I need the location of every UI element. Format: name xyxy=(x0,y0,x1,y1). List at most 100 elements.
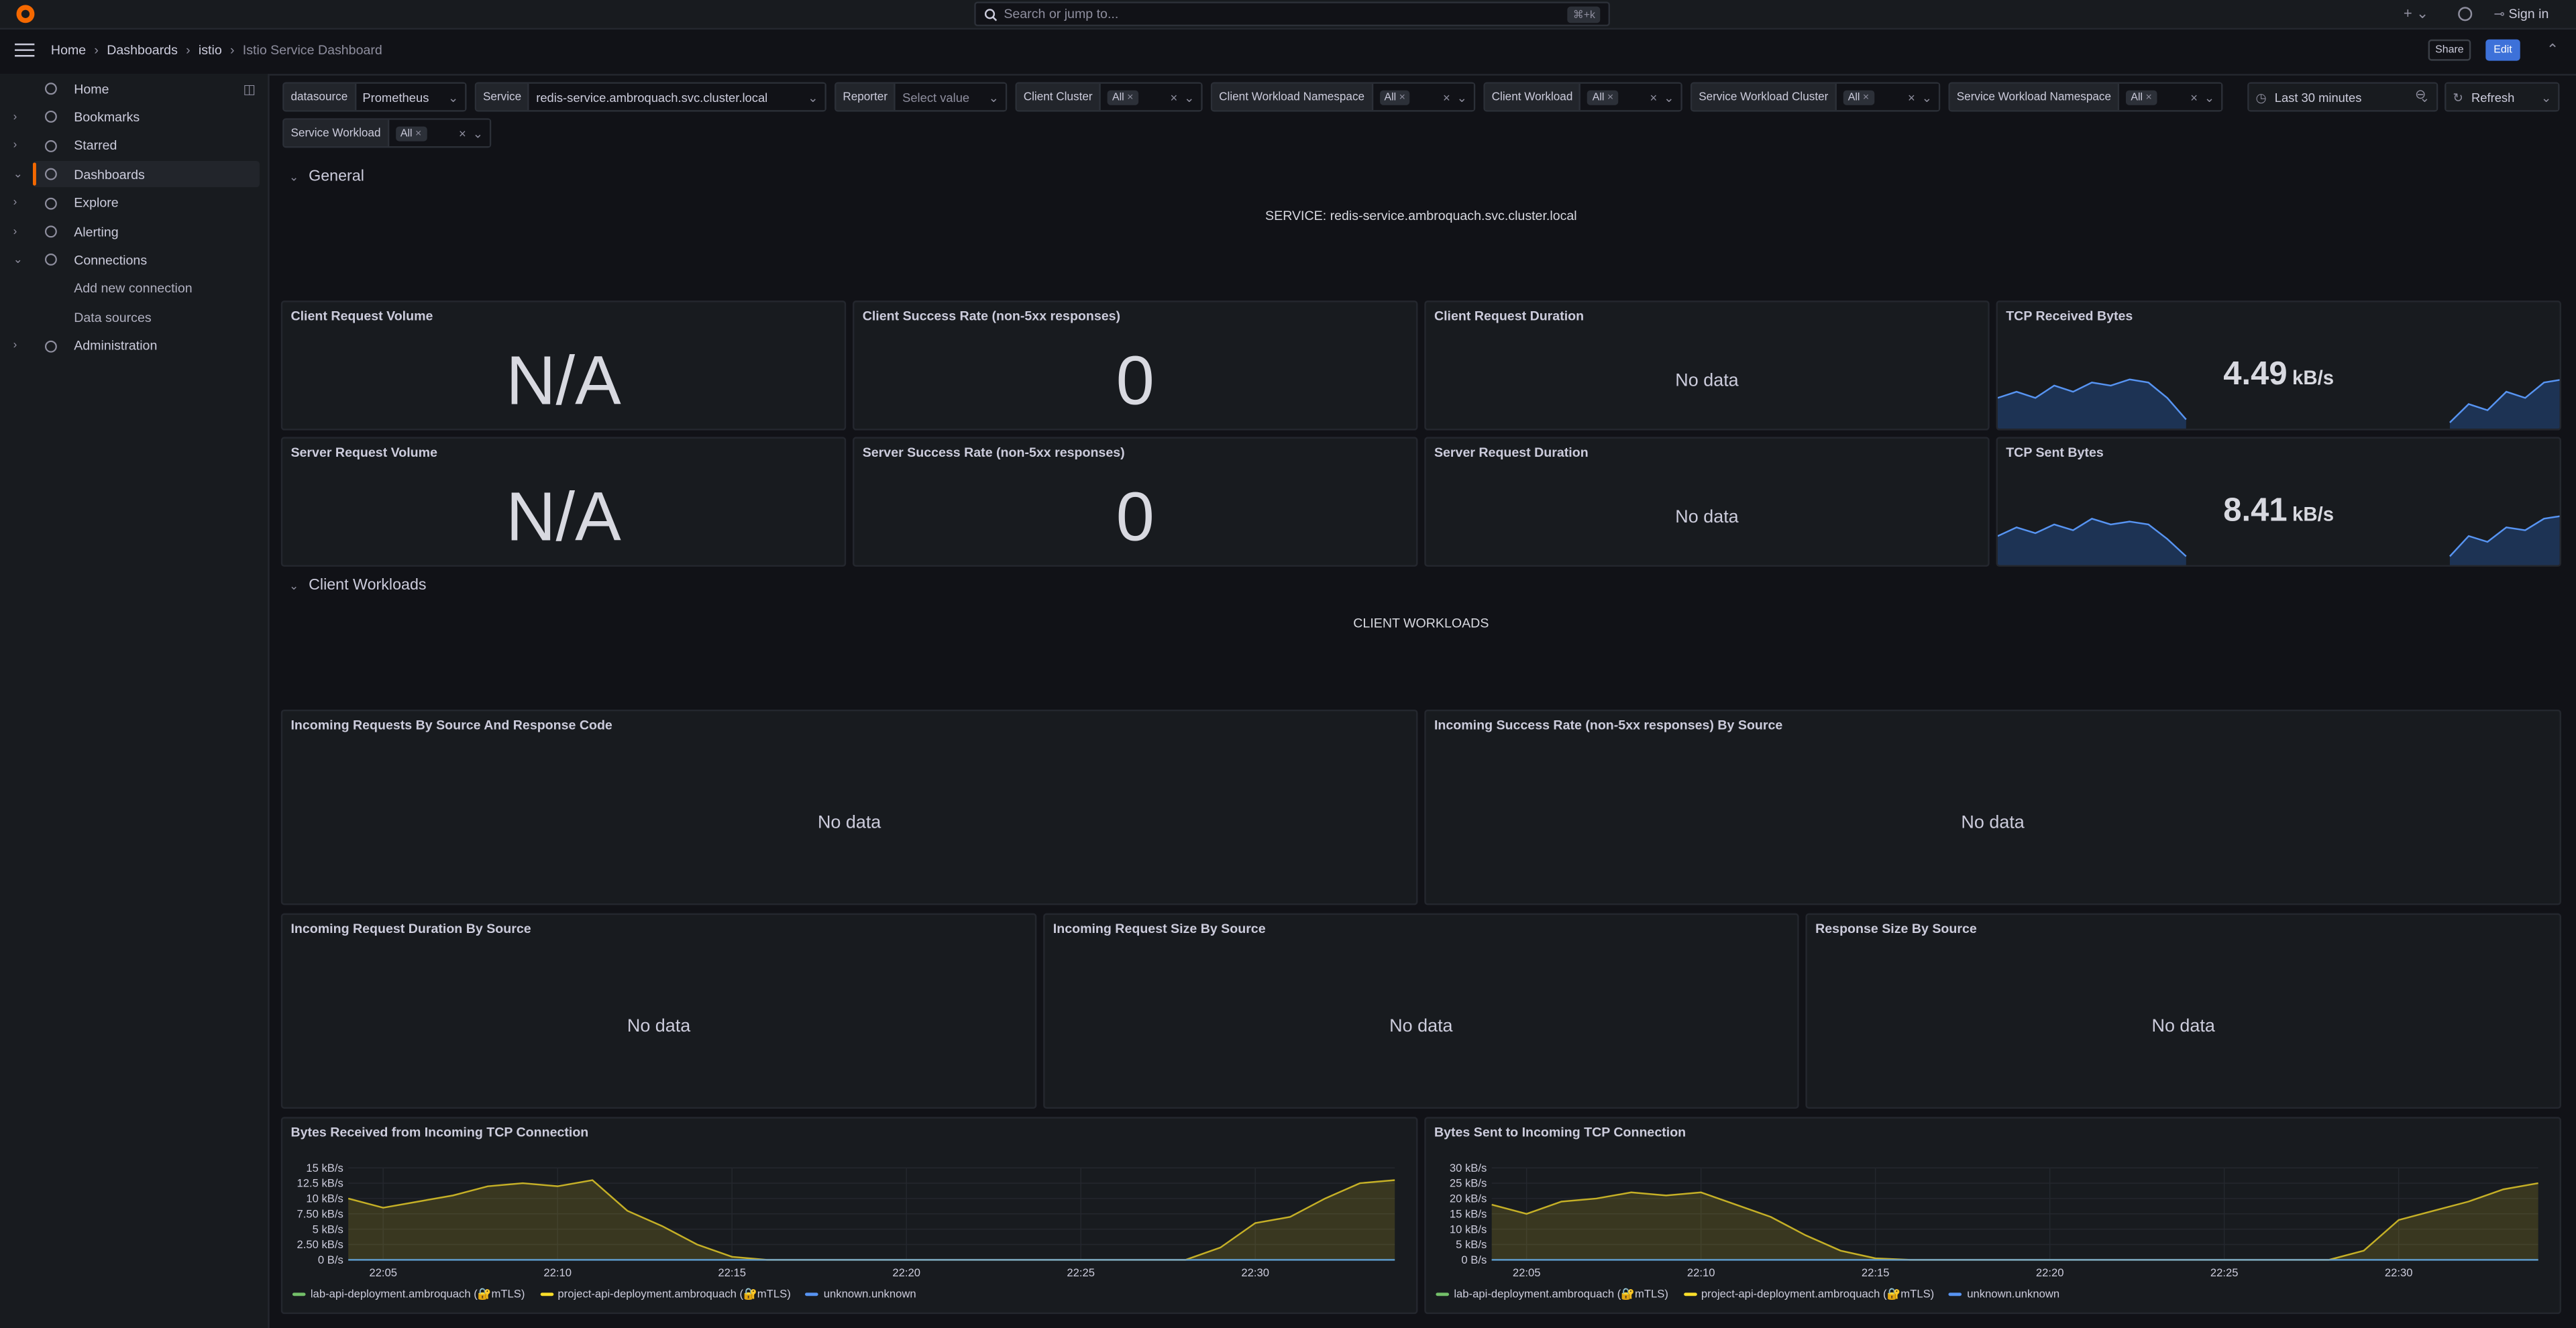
legend: lab-api-deployment.ambroquach (🔐mTLS) pro… xyxy=(292,1288,916,1301)
dock-menu[interactable]: ◫ xyxy=(243,81,256,97)
value-text: Prometheus xyxy=(362,89,429,105)
dropdown-caret: ⌄ xyxy=(1183,89,1195,105)
nav-item[interactable]: › Alerting xyxy=(0,219,268,245)
nav-item[interactable]: › Explore xyxy=(0,190,268,216)
text-panel: CLIENT WORKLOADS xyxy=(1353,616,1489,631)
legend-item[interactable]: unknown.unknown xyxy=(1949,1288,2059,1301)
clear[interactable]: × xyxy=(459,125,466,141)
variable[interactable]: Reporter Select value ⌄ xyxy=(835,82,1008,112)
grafana-logo[interactable] xyxy=(15,3,36,25)
panel-title: Incoming Request Duration By Source xyxy=(290,921,531,936)
share-button[interactable]: Share xyxy=(2428,39,2471,61)
variable[interactable]: Service Workload All × × ⌄ xyxy=(282,118,492,148)
nav-subitem[interactable]: Data sources xyxy=(0,305,268,331)
panel: Client Request Duration No data xyxy=(1424,300,1990,431)
variable[interactable]: Service redis-service.ambroquach.svc.clus… xyxy=(474,82,826,112)
value-chip: All × xyxy=(1843,89,1874,105)
menu-toggle[interactable] xyxy=(15,43,35,58)
x-tick-label: 22:25 xyxy=(1067,1266,1095,1279)
nav-expand: › xyxy=(13,225,17,237)
nav-item[interactable]: › Administration xyxy=(0,333,268,359)
breadcrumb-bar xyxy=(0,28,2576,76)
variable[interactable]: Client Workload All × × ⌄ xyxy=(1483,82,1682,112)
refresh-picker[interactable]: ↻ Refresh ⌄ xyxy=(2445,82,2560,112)
variable[interactable]: Client Cluster All × × ⌄ xyxy=(1015,82,1203,112)
variable-label: Client Cluster xyxy=(1016,83,1101,111)
panel-title: Incoming Request Size By Source xyxy=(1053,921,1266,936)
search-icon xyxy=(984,8,998,21)
legend-swatch xyxy=(1682,1292,1697,1296)
add-menu[interactable]: + ⌄ xyxy=(2403,5,2429,21)
nav-subitem[interactable]: Add new connection xyxy=(0,276,268,302)
variable-label: Reporter xyxy=(836,83,896,111)
panel-title: Client Request Volume xyxy=(290,309,433,324)
panel-title: Server Success Rate (non-5xx responses) xyxy=(862,445,1125,460)
legend-item[interactable]: lab-api-deployment.ambroquach (🔐mTLS) xyxy=(292,1288,525,1301)
panel-title: Bytes Sent to Incoming TCP Connection xyxy=(1434,1125,1686,1140)
nav-item[interactable]: ⌄ Dashboards xyxy=(13,161,260,188)
row-title: Client Workloads xyxy=(309,576,427,595)
nav-icon xyxy=(44,254,57,266)
legend-item[interactable]: project-api-deployment.ambroquach (🔐mTLS… xyxy=(1682,1288,1934,1301)
clear[interactable]: × xyxy=(1170,89,1178,105)
panel: Bytes Sent to Incoming TCP Connection 0 B… xyxy=(1424,1117,2561,1315)
breadcrumb[interactable]: Home xyxy=(50,42,87,58)
timeseries-chart: 0 B/s 5 kB/s 10 kB/s 15 kB/s 20 kB/s 25 kB/s 3… xyxy=(1450,1162,2538,1279)
legend-swatch xyxy=(292,1292,306,1296)
edit-button[interactable]: Edit xyxy=(2485,39,2520,61)
nav-item[interactable]: ⌄ Connections xyxy=(0,247,268,273)
nav-item[interactable]: › Bookmarks xyxy=(0,104,268,130)
sign-in[interactable]: ⊸ Sign in xyxy=(2493,6,2549,21)
variable[interactable]: Service Workload Namespace All × × ⌄ xyxy=(1948,82,2223,112)
y-tick-label: 30 kB/s xyxy=(1450,1162,1487,1174)
stat-value: 0 xyxy=(1116,478,1155,555)
clear[interactable]: × xyxy=(2190,89,2198,105)
x-tick-label: 22:20 xyxy=(892,1266,920,1279)
collapse-toggle[interactable]: ⌃ xyxy=(2546,41,2559,58)
y-tick-label: 7.50 kB/s xyxy=(297,1207,343,1220)
nav-item[interactable]: Home ◫ xyxy=(0,76,268,102)
nav-icon xyxy=(44,197,57,209)
clear[interactable]: × xyxy=(1442,89,1450,105)
variable[interactable]: Service Workload Cluster All × × ⌄ xyxy=(1690,82,1941,112)
nav-expand: › xyxy=(13,340,17,352)
chip-remove[interactable]: × xyxy=(412,127,422,139)
nav-expand: › xyxy=(13,140,17,152)
variable[interactable]: datasource Prometheus ⌄ xyxy=(282,82,467,112)
nav-icon-shape xyxy=(44,225,57,238)
x-tick-label: 22:30 xyxy=(2385,1266,2413,1279)
y-tick-label: 25 kB/s xyxy=(1450,1177,1487,1190)
panel: TCP Sent Bytes 8.41 kB/s xyxy=(1996,437,2561,567)
chip-text: All xyxy=(1847,91,1860,103)
time-picker[interactable]: ◷ Last 30 minutes ⌄ xyxy=(2247,82,2438,112)
legend-label: project-api-deployment.ambroquach (🔐mTLS… xyxy=(557,1289,791,1301)
chip-remove[interactable]: × xyxy=(1860,91,1870,103)
stat-value: N/A xyxy=(506,341,621,419)
variable[interactable]: Client Workload Namespace All × × ⌄ xyxy=(1210,82,1476,112)
help-icon[interactable] xyxy=(2458,7,2473,21)
breadcrumb[interactable]: Istio Service Dashboard xyxy=(242,42,382,58)
panel: Server Success Rate (non-5xx responses) 0 xyxy=(853,437,1418,567)
row-header[interactable]: ⌄ Client Workloads xyxy=(289,577,427,595)
chip-remove[interactable]: × xyxy=(1124,91,1134,103)
nav-icon xyxy=(44,140,57,152)
zoom-out[interactable]: ⊖ xyxy=(2415,87,2426,102)
clear[interactable]: × xyxy=(1908,89,1915,105)
row-header[interactable]: ⌄ General xyxy=(289,168,364,186)
nav-icon-shape xyxy=(44,111,57,123)
chip-remove[interactable]: × xyxy=(1604,91,1614,103)
nav-item[interactable]: › Starred xyxy=(0,133,268,159)
legend-item[interactable]: unknown.unknown xyxy=(805,1288,916,1301)
search-box[interactable]: Search or jump to... ⌘+k xyxy=(974,1,1611,27)
panel-title: TCP Received Bytes xyxy=(2006,309,2133,324)
legend-label: lab-api-deployment.ambroquach (🔐mTLS) xyxy=(310,1289,525,1301)
breadcrumb[interactable]: istio xyxy=(198,42,222,58)
chip-remove[interactable]: × xyxy=(2143,91,2152,103)
chip-remove[interactable]: × xyxy=(1396,91,1405,103)
chip-text: All xyxy=(400,127,413,139)
breadcrumb[interactable]: Dashboards xyxy=(107,42,178,58)
dropdown-caret: ⌄ xyxy=(447,89,459,105)
legend-item[interactable]: project-api-deployment.ambroquach (🔐mTLS… xyxy=(539,1288,791,1301)
clear[interactable]: × xyxy=(1650,89,1658,105)
legend-item[interactable]: lab-api-deployment.ambroquach (🔐mTLS) xyxy=(1436,1288,1668,1301)
